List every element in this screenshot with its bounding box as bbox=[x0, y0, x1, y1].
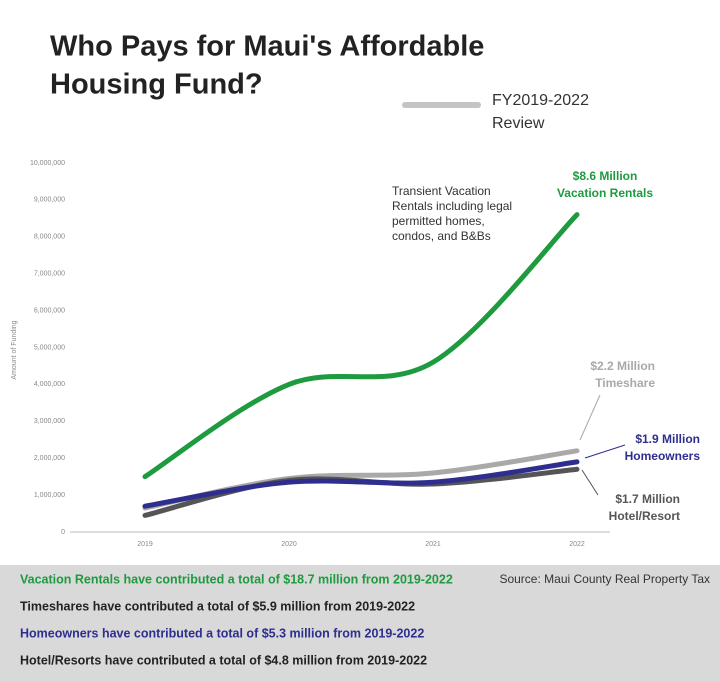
x-tick-label: 2019 bbox=[137, 541, 153, 548]
footer-note: Hotel/Resorts have contributed a total o… bbox=[20, 653, 427, 667]
series-name: Timeshare bbox=[595, 376, 655, 390]
y-tick-label: 5,000,000 bbox=[34, 344, 65, 351]
y-tick-label: 4,000,000 bbox=[34, 381, 65, 388]
chart-title: Who Pays for Maui's Affordable bbox=[50, 31, 484, 63]
series-line bbox=[142, 212, 580, 480]
value-label: $1.9 Million bbox=[635, 432, 700, 446]
footer-note: Vacation Rentals have contributed a tota… bbox=[20, 572, 453, 586]
pointer bbox=[581, 469, 599, 496]
y-tick-label: 7,000,000 bbox=[34, 271, 65, 278]
value-label: $1.7 Million bbox=[615, 492, 680, 506]
legend-label: Review bbox=[492, 115, 545, 132]
footer-note: Timeshares have contributed a total of $… bbox=[20, 599, 415, 613]
y-tick-label: 8,000,000 bbox=[34, 234, 65, 241]
x-tick-label: 2020 bbox=[281, 541, 297, 548]
pointer bbox=[579, 394, 601, 441]
y-tick-label: 2,000,000 bbox=[34, 455, 65, 462]
y-tick-label: 0 bbox=[61, 529, 65, 536]
pointer bbox=[584, 444, 626, 459]
value-label: $2.2 Million bbox=[590, 359, 655, 373]
series-name: Vacation Rentals bbox=[557, 186, 653, 200]
series-line bbox=[142, 459, 580, 509]
y-tick-label: 10,000,000 bbox=[30, 160, 65, 167]
y-axis-label: Amount of Funding bbox=[11, 320, 18, 379]
x-tick-label: 2021 bbox=[425, 541, 441, 548]
annotation: Rentals including legal bbox=[392, 199, 512, 213]
x-tick-label: 2022 bbox=[569, 541, 585, 548]
footer-note: Homeowners have contributed a total of $… bbox=[20, 626, 424, 640]
series-name: Hotel/Resort bbox=[609, 509, 680, 523]
y-tick-label: 1,000,000 bbox=[34, 492, 65, 499]
value-label: $8.6 Million bbox=[573, 169, 638, 183]
footer-band bbox=[0, 565, 720, 682]
annotation: condos, and B&Bs bbox=[392, 229, 491, 243]
y-tick-label: 9,000,000 bbox=[34, 197, 65, 204]
y-tick-label: 6,000,000 bbox=[34, 307, 65, 314]
legend-label: FY2019-2022 bbox=[492, 92, 589, 109]
source: Source: Maui County Real Property Tax bbox=[499, 572, 710, 586]
annotation: permitted homes, bbox=[392, 214, 485, 228]
y-tick-label: 3,000,000 bbox=[34, 418, 65, 425]
annotation: Transient Vacation bbox=[392, 184, 491, 198]
series-name: Homeowners bbox=[625, 449, 701, 463]
chart-title: Housing Fund? bbox=[50, 69, 263, 101]
